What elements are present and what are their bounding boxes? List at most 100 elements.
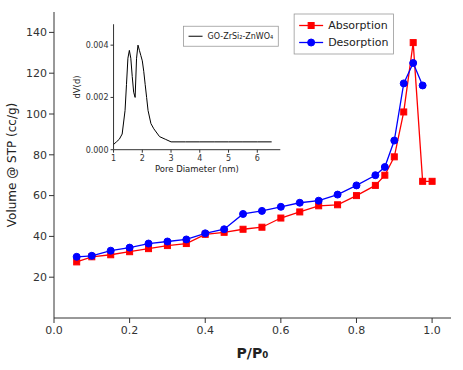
point bbox=[429, 178, 435, 184]
point bbox=[391, 137, 398, 144]
point bbox=[164, 238, 171, 245]
y-tick-label: 60 bbox=[33, 189, 47, 202]
legend-label: Absorption bbox=[328, 19, 388, 32]
x-axis-label: P/P₀ bbox=[237, 345, 269, 361]
point bbox=[353, 193, 359, 199]
point bbox=[278, 215, 284, 221]
x-tick-label: 5 bbox=[226, 154, 231, 163]
x-tick-label: 0.8 bbox=[348, 324, 366, 337]
point bbox=[88, 252, 95, 259]
inset-chart: 1 2 3 4 5 6 0.000 0.002 0.004 Pore Diameter (nm) d… bbox=[72, 24, 281, 173]
y-tick bbox=[111, 149, 114, 150]
y-tick bbox=[49, 32, 54, 33]
x-tick bbox=[356, 318, 357, 323]
x-tick-label: 1.0 bbox=[423, 324, 441, 337]
point bbox=[381, 164, 388, 171]
point bbox=[391, 154, 397, 160]
point bbox=[401, 109, 407, 115]
background bbox=[0, 0, 463, 370]
plot-area bbox=[54, 12, 451, 318]
y-tick bbox=[111, 45, 114, 46]
point bbox=[107, 247, 114, 254]
x-tick bbox=[205, 318, 206, 323]
point bbox=[202, 230, 209, 237]
y-tick-label: 100 bbox=[26, 108, 47, 121]
point bbox=[420, 178, 426, 184]
x-tick bbox=[280, 318, 281, 323]
y-tick-label: 140 bbox=[26, 26, 47, 39]
point bbox=[145, 240, 152, 247]
x-tick-label: 4 bbox=[197, 154, 202, 163]
y-axis-label: Volume @ STP (cc/g) bbox=[5, 103, 19, 227]
x-tick bbox=[199, 150, 200, 153]
x-tick bbox=[432, 318, 433, 323]
point bbox=[258, 207, 265, 214]
x-tick-label: 2 bbox=[140, 154, 145, 163]
y-tick-label: 0.002 bbox=[86, 93, 109, 102]
x-tick bbox=[129, 318, 130, 323]
series-line bbox=[114, 45, 272, 144]
y-tick-label: 0.000 bbox=[86, 146, 109, 155]
x-tick-label: 0.0 bbox=[45, 324, 63, 337]
legend-frame bbox=[184, 26, 279, 46]
plot-area bbox=[114, 24, 281, 149]
point bbox=[410, 40, 416, 46]
y-tick bbox=[49, 154, 54, 155]
point bbox=[277, 203, 284, 210]
point bbox=[240, 226, 246, 232]
y-tick-label: 20 bbox=[33, 271, 47, 284]
point bbox=[382, 172, 388, 178]
legend-marker bbox=[308, 23, 314, 29]
legend-frame bbox=[294, 14, 393, 54]
y-tick bbox=[49, 195, 54, 196]
x-axis-label: Pore Diameter (nm) bbox=[155, 164, 239, 174]
x-axis-line bbox=[54, 318, 451, 319]
y-axis-line bbox=[54, 12, 55, 318]
point bbox=[315, 197, 322, 204]
point bbox=[297, 209, 303, 215]
y-tick-label: 120 bbox=[26, 67, 47, 80]
point bbox=[334, 191, 341, 198]
point bbox=[419, 82, 426, 89]
point bbox=[400, 80, 407, 87]
legend-swatch bbox=[189, 36, 203, 37]
y-tick bbox=[49, 73, 54, 74]
point bbox=[372, 182, 378, 188]
y-tick bbox=[49, 277, 54, 278]
point bbox=[183, 236, 190, 243]
x-tick bbox=[171, 150, 172, 153]
legend: Absorption Desorption bbox=[294, 14, 393, 54]
point bbox=[410, 60, 417, 67]
x-tick-label: 0.2 bbox=[121, 324, 139, 337]
point bbox=[335, 202, 341, 208]
y-tick-label: 80 bbox=[33, 149, 47, 162]
point bbox=[221, 226, 228, 233]
y-axis-line bbox=[113, 24, 114, 149]
y-tick-label: 40 bbox=[33, 230, 47, 243]
point bbox=[73, 253, 80, 260]
x-tick-label: 3 bbox=[168, 154, 173, 163]
data-layer bbox=[114, 45, 272, 144]
point bbox=[240, 210, 247, 217]
main-chart: 0.0 0.2 0.4 0.6 0.8 1.0 20 40 60 80 100 120 140 P/P₀ V… bbox=[5, 12, 451, 361]
legend: GO-ZrSi₂-ZnWO₄ bbox=[184, 26, 279, 46]
x-tick-label: 0.4 bbox=[196, 324, 214, 337]
y-axis-label: dV(d) bbox=[72, 75, 82, 98]
point bbox=[296, 199, 303, 206]
y-tick-label: 0.004 bbox=[86, 41, 109, 50]
x-tick bbox=[228, 150, 229, 153]
legend-label: GO-ZrSi₂-ZnWO₄ bbox=[208, 32, 274, 41]
x-tick-label: 1 bbox=[111, 154, 116, 163]
x-tick bbox=[257, 150, 258, 153]
legend-marker bbox=[308, 39, 315, 46]
x-tick-label: 6 bbox=[255, 154, 260, 163]
y-tick bbox=[111, 97, 114, 98]
point bbox=[259, 224, 265, 230]
point bbox=[353, 182, 360, 189]
chart: 0.0 0.2 0.4 0.6 0.8 1.0 20 40 60 80 100 120 140 P/P₀ V… bbox=[0, 0, 463, 370]
x-tick-label: 0.6 bbox=[272, 324, 290, 337]
y-tick bbox=[49, 236, 54, 237]
legend-label: Desorption bbox=[328, 36, 388, 49]
point bbox=[372, 172, 379, 179]
y-tick bbox=[49, 114, 54, 115]
